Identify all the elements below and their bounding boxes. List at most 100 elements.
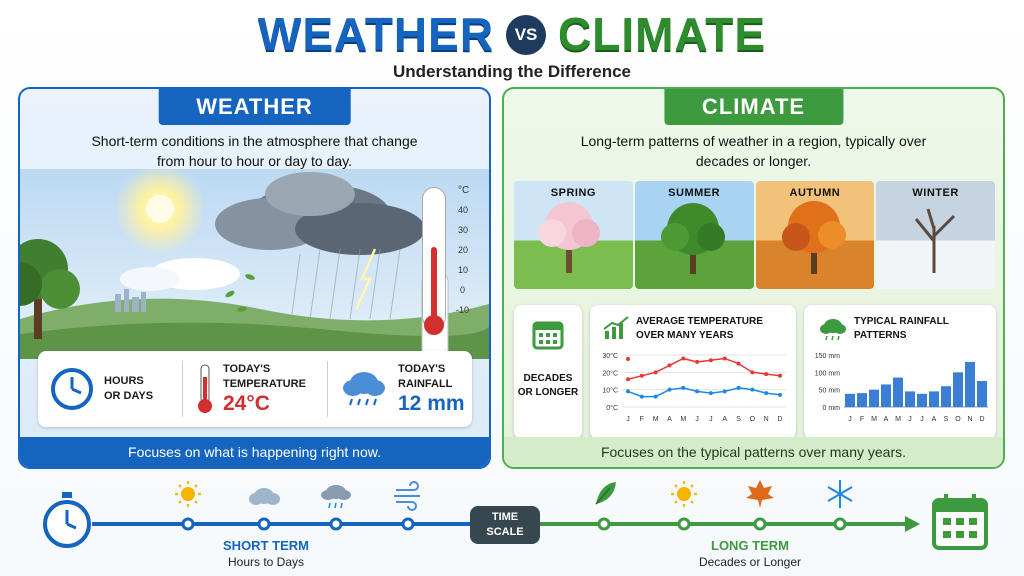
bar xyxy=(917,393,927,407)
x-tick-label: M xyxy=(895,416,901,423)
snowflake-icon xyxy=(827,480,853,508)
sun-icon xyxy=(671,481,697,507)
season-label: SPRING xyxy=(550,187,596,199)
x-tick-label: A xyxy=(722,416,727,423)
data-point xyxy=(695,389,700,394)
long-term-label: LONG TERM Decades or Longer xyxy=(670,538,830,570)
x-tick-label: J xyxy=(695,416,699,423)
cloud-icon xyxy=(249,488,280,505)
weather-description: Short-term conditions in the atmosphere … xyxy=(91,133,418,169)
climate-description: Long-term patterns of weather in a regio… xyxy=(580,133,927,169)
rain-cloud-icon xyxy=(321,485,351,509)
x-tick-label: S xyxy=(944,416,949,423)
x-tick-label: D xyxy=(979,416,984,423)
season-autumn: AUTUMN xyxy=(755,181,875,289)
data-point xyxy=(681,356,686,361)
temperature-chart-card: AVERAGE TEMPERATURE OVER MANY YEARS 30°C… xyxy=(590,305,796,439)
y-tick-label: 100 mm xyxy=(815,370,840,377)
data-point xyxy=(626,377,630,382)
thermometer-unit: °C xyxy=(458,185,470,196)
data-point xyxy=(764,391,769,396)
season-spring: SPRING xyxy=(514,181,633,289)
data-point xyxy=(750,387,755,392)
title-climate: CLIMATE xyxy=(558,8,767,60)
thermometer-tick: -10 xyxy=(456,305,470,315)
page-subtitle: Understanding the Difference xyxy=(392,62,632,81)
long-term-subtitle: Decades or Longer xyxy=(698,555,802,569)
bar xyxy=(905,391,915,407)
vs-badge: VS xyxy=(506,15,547,55)
data-point xyxy=(722,389,727,394)
x-tick-label: D xyxy=(777,416,782,423)
maple-leaf-icon xyxy=(746,480,774,508)
thermometer-tick: 30 xyxy=(458,225,469,235)
weather-panel: WEATHER Short-term conditions in the atm… xyxy=(18,87,491,469)
x-tick-label: F xyxy=(860,416,864,423)
bar xyxy=(953,372,963,407)
climate-footer: Focuses on the typical patterns over man… xyxy=(504,437,1003,467)
data-point xyxy=(778,373,782,378)
data-point xyxy=(764,372,769,377)
x-tick-label: J xyxy=(626,416,630,423)
season-summer: SUMMER xyxy=(634,181,754,289)
data-point xyxy=(750,370,755,375)
short-term-label: SHORT TERM Hours to Days xyxy=(196,538,336,570)
bar xyxy=(845,393,855,407)
rainfall-stat: TODAY'S RAINFALL 12 mm xyxy=(327,361,472,417)
bar xyxy=(881,384,891,407)
data-point xyxy=(653,370,658,375)
season-winter: WINTER xyxy=(876,181,995,289)
rainfall-label-2: RAINFALL xyxy=(398,378,453,390)
data-point xyxy=(695,359,700,364)
calendar-icon xyxy=(532,321,564,350)
season-label: AUTUMN xyxy=(789,187,841,199)
bar xyxy=(893,377,903,407)
bar xyxy=(857,393,867,407)
x-tick-label: J xyxy=(848,416,852,423)
sun-icon xyxy=(175,481,201,507)
short-term-subtitle: Hours to Days xyxy=(227,555,305,569)
decades-label-2: OR LONGER xyxy=(517,387,579,398)
climate-panel: CLIMATE Long-term patterns of weather in… xyxy=(502,87,1005,469)
x-tick-label: J xyxy=(908,416,912,423)
bar xyxy=(965,361,975,407)
autumn-tree-icon xyxy=(781,201,846,274)
bar xyxy=(869,389,879,407)
data-point xyxy=(708,358,713,363)
thermometer-tick: 40 xyxy=(458,205,469,215)
weather-scene-illustration xyxy=(20,169,489,359)
decades-card: DECADES OR LONGER xyxy=(514,305,582,439)
x-tick-label: S xyxy=(736,416,741,423)
data-point xyxy=(639,394,644,399)
thermometer-tick: 20 xyxy=(458,245,469,255)
wind-icon xyxy=(394,481,420,511)
data-point xyxy=(736,385,741,390)
temperature-label-2: TEMPERATURE xyxy=(223,378,306,390)
x-tick-label: F xyxy=(640,416,644,423)
x-tick-label: M xyxy=(680,416,686,423)
x-tick-label: A xyxy=(932,416,937,423)
data-point xyxy=(681,385,686,390)
data-point xyxy=(736,361,741,366)
x-tick-label: N xyxy=(764,416,769,423)
bar xyxy=(929,391,939,407)
clock-icon xyxy=(51,368,93,410)
rain-cloud-icon xyxy=(820,319,846,341)
data-point xyxy=(667,363,672,368)
rainfall-value: 12 mm xyxy=(398,392,465,415)
data-point xyxy=(778,392,782,397)
legend-marker xyxy=(626,357,630,361)
thermometer-small-icon xyxy=(198,364,212,413)
y-tick-label: 10°C xyxy=(602,387,618,395)
time-scale-timeline: TIME SCALE SHORT TERM Hours to Days LONG… xyxy=(0,478,1024,576)
y-tick-label: 20°C xyxy=(602,369,618,377)
x-tick-label: J xyxy=(709,416,713,423)
tree-icon xyxy=(20,239,80,339)
x-tick-label: M xyxy=(653,416,659,423)
thermometer: °C 40 30 20 10 0 -10 xyxy=(422,185,482,347)
bar xyxy=(941,386,951,407)
lightning-icon xyxy=(354,248,377,310)
thermometer-tick: 10 xyxy=(458,265,469,275)
